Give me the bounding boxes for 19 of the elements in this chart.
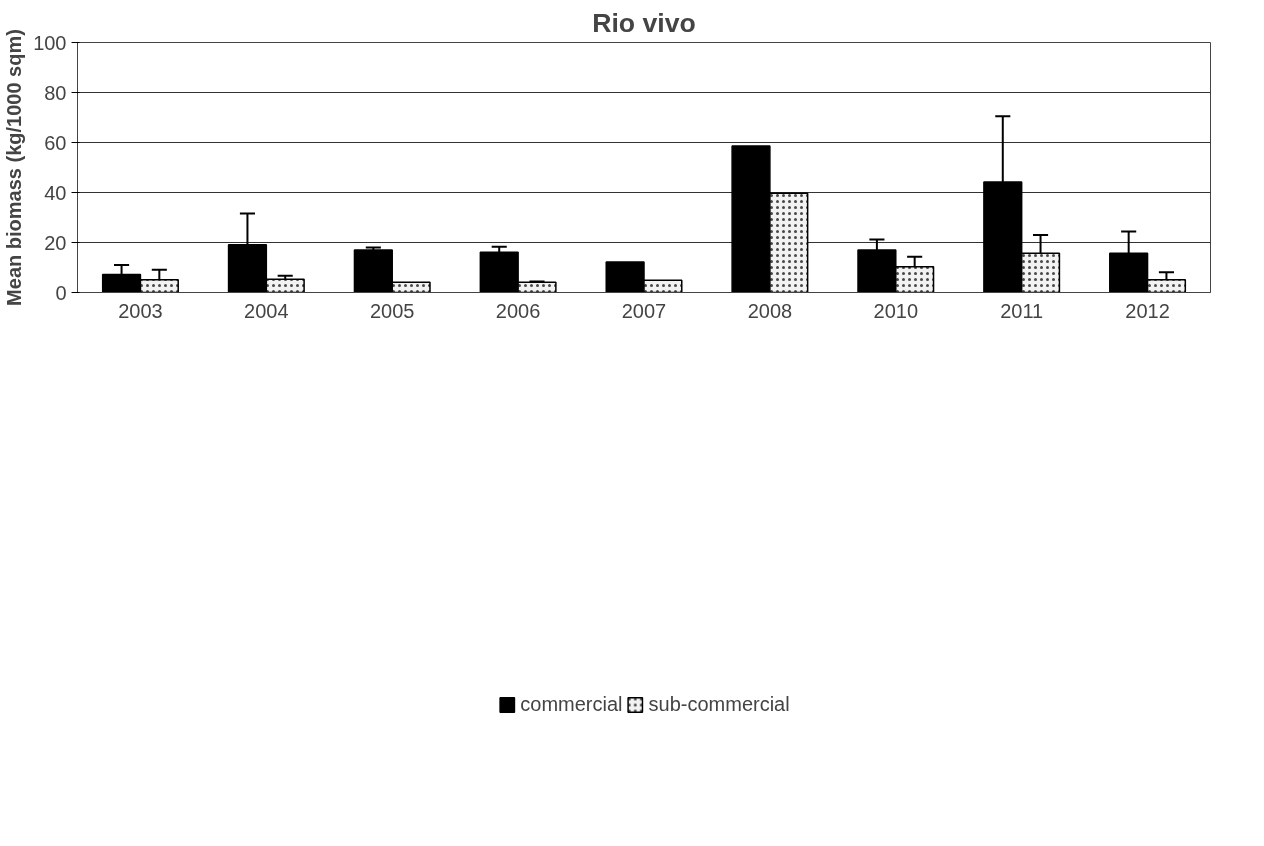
x-tick-label: 2006 (495, 299, 541, 322)
y-tick-label: 60 (44, 131, 67, 154)
x-tick-label: 2004 (244, 299, 289, 322)
x-tick-label: 2007 (621, 299, 667, 322)
legend-label: sub-commercial (648, 692, 790, 716)
chart-title: Rio vivo (592, 7, 696, 38)
y-tick-label: 20 (44, 231, 67, 254)
x-tick-label: 2011 (1000, 299, 1044, 322)
y-axis-title: Mean biomass (kg/1000 sqm) (3, 29, 26, 306)
y-tick-label: 80 (44, 81, 67, 104)
y-tick-label: 0 (55, 281, 67, 304)
x-tick-label: 2012 (1125, 299, 1170, 322)
x-tick-label: 2003 (118, 299, 163, 322)
y-tick-label: 100 (33, 31, 67, 54)
legend-label: commercial (520, 692, 623, 716)
x-tick-label: 2010 (873, 299, 919, 322)
x-tick-label: 2005 (369, 299, 415, 322)
x-tick-label: 2008 (747, 299, 793, 322)
y-tick-label: 40 (44, 181, 67, 204)
